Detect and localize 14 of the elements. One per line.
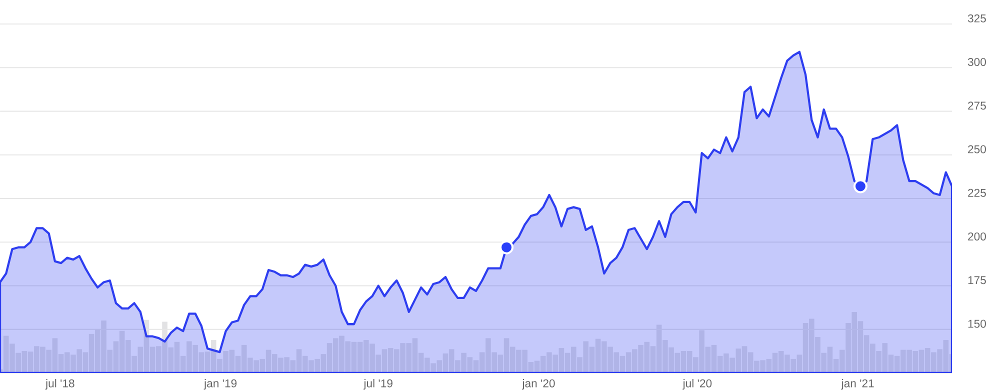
y-tick-label: 225 xyxy=(968,188,986,197)
x-tick-label: jan '20 xyxy=(522,379,555,390)
y-tick-label: 175 xyxy=(968,276,986,284)
y-tick-label: 275 xyxy=(968,102,986,110)
y-tick-label: 250 xyxy=(968,145,986,154)
x-tick-label: jul '18 xyxy=(45,379,74,390)
y-tick-label: 325 xyxy=(968,14,986,22)
x-tick-label: jan '19 xyxy=(204,379,237,390)
x-tick-label: jul '19 xyxy=(363,379,392,390)
y-tick-label: 200 xyxy=(968,232,986,241)
x-tick-label: jul '20 xyxy=(682,379,712,390)
x-tick-label: jan '21 xyxy=(841,379,874,390)
y-tick-label: 150 xyxy=(968,320,986,328)
y-tick-label: 300 xyxy=(968,58,986,66)
